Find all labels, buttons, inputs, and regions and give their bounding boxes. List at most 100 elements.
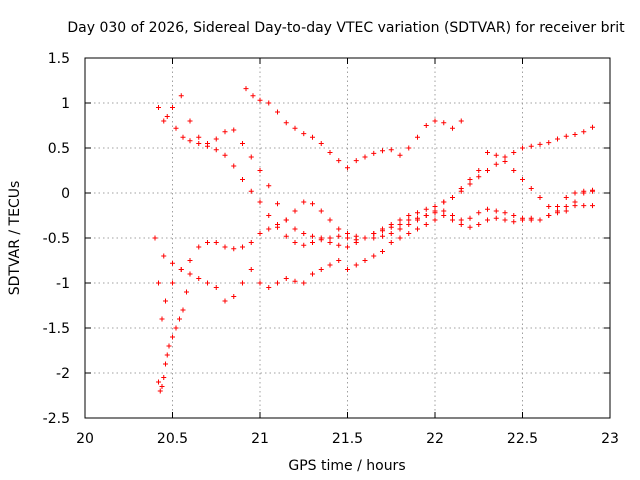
x-tick-label: 22 [426, 431, 444, 447]
data-point [159, 384, 165, 389]
data-point [406, 231, 412, 236]
data-point [353, 262, 359, 268]
data-point [187, 118, 193, 124]
data-point [450, 195, 455, 200]
data-point [240, 177, 245, 182]
data-point [292, 278, 298, 284]
data-point [196, 134, 202, 140]
data-point [301, 131, 307, 137]
data-point [415, 217, 420, 223]
data-point [266, 285, 272, 290]
data-point [458, 118, 464, 124]
data-point [213, 240, 219, 245]
data-point [458, 222, 464, 227]
data-point [161, 253, 167, 259]
data-point [318, 235, 324, 241]
data-point [318, 208, 324, 214]
y-axis-title: SDTVAR / TECUs [7, 181, 23, 296]
data-point [432, 118, 438, 124]
data-point [511, 213, 517, 218]
data-point [266, 100, 272, 106]
data-point [581, 129, 587, 135]
data-point [336, 258, 342, 263]
y-tick-label: 1 [61, 96, 70, 112]
data-point [157, 388, 163, 394]
data-point [406, 213, 412, 218]
data-point [156, 280, 161, 286]
data-point [563, 195, 569, 200]
data-point [170, 260, 175, 266]
data-point [353, 233, 359, 239]
series-track-c [161, 93, 595, 250]
data-point [173, 325, 179, 331]
data-point [184, 289, 189, 295]
data-point [318, 267, 324, 272]
data-point [362, 235, 368, 241]
data-point [243, 86, 249, 92]
data-point [222, 129, 228, 135]
data-point [546, 204, 552, 209]
x-tick-label: 23 [601, 431, 619, 447]
data-point [257, 168, 263, 173]
data-point [380, 233, 385, 239]
data-point [231, 294, 237, 299]
data-point [187, 258, 193, 263]
data-point [397, 222, 403, 227]
data-point [318, 141, 324, 146]
data-point [432, 217, 438, 223]
data-point [345, 231, 350, 236]
x-tick-labels: 20 20.5 21 21.5 22 22.5 23 [76, 431, 619, 447]
data-point [353, 240, 359, 245]
data-point [528, 215, 534, 221]
y-tick-label: -1.5 [43, 321, 70, 337]
data-point [166, 343, 172, 349]
data-point [327, 262, 333, 268]
data-points [152, 86, 595, 394]
data-point [555, 136, 560, 142]
data-point [345, 267, 350, 272]
data-point [502, 154, 508, 160]
data-point [283, 276, 289, 281]
data-point [353, 158, 359, 164]
data-point [240, 141, 245, 146]
data-point [572, 132, 578, 137]
data-point [310, 134, 315, 140]
data-point [275, 109, 280, 115]
data-point [467, 177, 473, 182]
data-point [450, 125, 455, 131]
data-point [555, 204, 560, 209]
series-track-f [156, 289, 189, 394]
data-point [520, 217, 525, 223]
data-point [432, 208, 438, 214]
data-point [388, 222, 394, 227]
data-point [196, 244, 202, 250]
data-point [415, 134, 420, 140]
data-point [222, 152, 228, 158]
data-point [380, 148, 385, 154]
data-point [502, 210, 508, 216]
data-point [196, 276, 202, 281]
data-point [511, 168, 517, 173]
data-point [345, 165, 350, 171]
y-tick-labels: -2.5 -2 -1.5 -1 -0.5 0 0.5 1 1.5 [43, 51, 70, 427]
data-point [406, 217, 412, 223]
series-track-e [156, 187, 595, 322]
data-point [301, 280, 307, 286]
data-point [205, 141, 210, 146]
data-point [292, 208, 298, 214]
data-point [248, 188, 254, 194]
x-tick-label: 20 [76, 431, 94, 447]
data-point [528, 143, 534, 149]
data-point [467, 215, 473, 221]
data-point [563, 133, 569, 139]
y-tick-label: -2.5 [43, 411, 70, 427]
data-point [257, 97, 263, 103]
data-point [528, 186, 534, 191]
data-point [537, 141, 543, 147]
data-point [248, 154, 254, 160]
data-point [178, 93, 184, 99]
data-point [164, 352, 170, 358]
data-point [170, 105, 175, 110]
data-point [493, 161, 499, 167]
